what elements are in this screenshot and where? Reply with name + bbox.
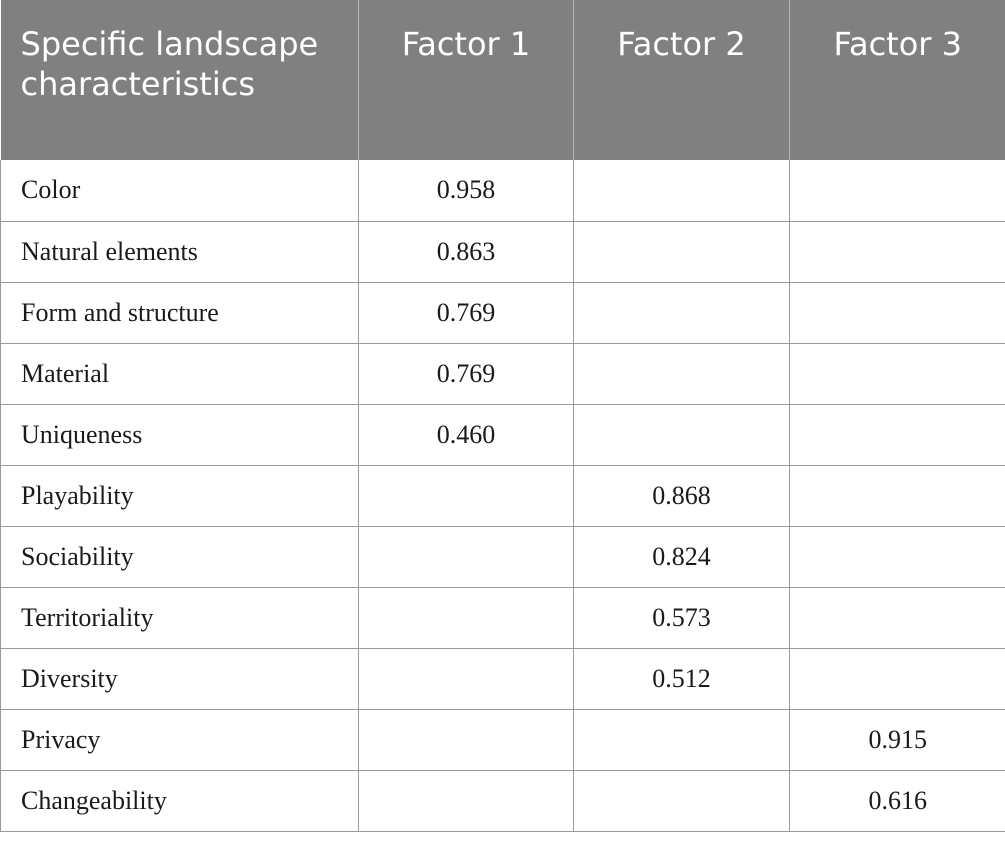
table-header: Specific landscape characteristics Facto… [0, 0, 1005, 160]
row-label: Playability [0, 465, 359, 527]
factor-2-value: 0.824 [573, 526, 790, 588]
row-label: Territoriality [0, 587, 359, 649]
factor-1-value [358, 648, 574, 710]
row-label: Material [0, 343, 359, 405]
factor-1-value: 0.769 [358, 282, 574, 344]
table-row: Color 0.958 [0, 160, 1005, 222]
table-row: Changeability 0.616 [0, 770, 1005, 832]
factor-3-value [789, 221, 1005, 283]
header-factor-1: Factor 1 [358, 0, 574, 160]
header-factor-2: Factor 2 [573, 0, 790, 160]
factor-2-value [573, 221, 790, 283]
factor-3-value [789, 404, 1005, 466]
factor-2-value: 0.573 [573, 587, 790, 649]
factor-1-value: 0.958 [358, 160, 574, 222]
factor-3-value [789, 160, 1005, 222]
table-row: Uniqueness 0.460 [0, 404, 1005, 466]
header-factor-3: Factor 3 [789, 0, 1005, 160]
factor-3-value [789, 526, 1005, 588]
row-label: Changeability [0, 770, 359, 832]
factor-2-value [573, 770, 790, 832]
table-row: Territoriality 0.573 [0, 587, 1005, 649]
table-row: Diversity 0.512 [0, 648, 1005, 710]
row-label: Form and structure [0, 282, 359, 344]
row-label: Natural elements [0, 221, 359, 283]
factor-2-value: 0.868 [573, 465, 790, 527]
factor-3-value [789, 465, 1005, 527]
table-row: Sociability 0.824 [0, 526, 1005, 588]
factor-3-value [789, 648, 1005, 710]
factor-3-value: 0.915 [789, 709, 1005, 771]
row-label: Privacy [0, 709, 359, 771]
table-row: Playability 0.868 [0, 465, 1005, 527]
table-row: Natural elements 0.863 [0, 221, 1005, 283]
header-characteristics: Specific landscape characteristics [0, 0, 359, 160]
factor-3-value [789, 282, 1005, 344]
factor-3-value [789, 587, 1005, 649]
header-row: Specific landscape characteristics Facto… [0, 0, 1005, 160]
factor-2-value: 0.512 [573, 648, 790, 710]
factor-1-value: 0.460 [358, 404, 574, 466]
row-label: Uniqueness [0, 404, 359, 466]
table-row: Form and structure 0.769 [0, 282, 1005, 344]
factor-2-value [573, 160, 790, 222]
table-row: Material 0.769 [0, 343, 1005, 405]
factor-loadings-table: Specific landscape characteristics Facto… [0, 0, 1005, 832]
table-body: Color 0.958 Natural elements 0.863 Form … [0, 160, 1005, 832]
factor-1-value [358, 526, 574, 588]
factor-1-value [358, 709, 574, 771]
factor-1-value [358, 465, 574, 527]
factor-1-value [358, 770, 574, 832]
table-row: Privacy 0.915 [0, 709, 1005, 771]
factor-1-value: 0.863 [358, 221, 574, 283]
row-label: Sociability [0, 526, 359, 588]
factor-2-value [573, 343, 790, 405]
row-label: Color [0, 160, 359, 222]
factor-2-value [573, 709, 790, 771]
factor-3-value: 0.616 [789, 770, 1005, 832]
factor-3-value [789, 343, 1005, 405]
factor-2-value [573, 282, 790, 344]
factor-2-value [573, 404, 790, 466]
factor-1-value [358, 587, 574, 649]
factor-1-value: 0.769 [358, 343, 574, 405]
row-label: Diversity [0, 648, 359, 710]
